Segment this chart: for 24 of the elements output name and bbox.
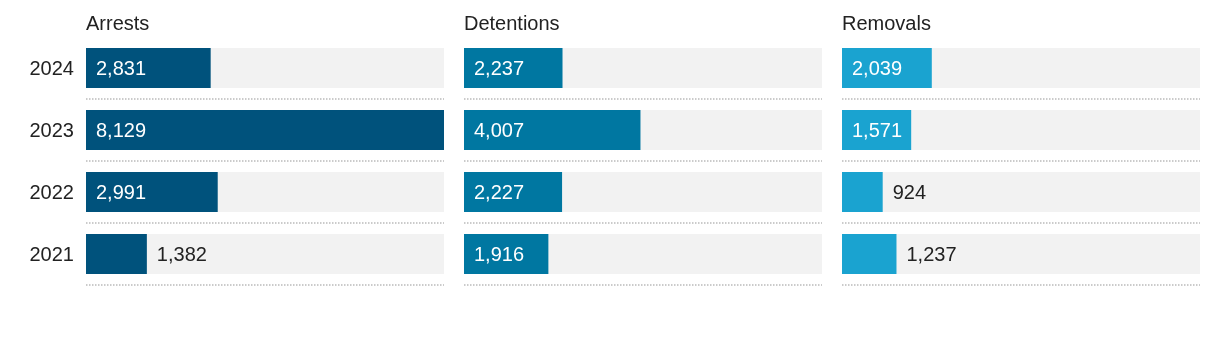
- data-label: 2,831: [96, 57, 147, 79]
- data-label: 1,916: [474, 243, 525, 265]
- bar: [842, 110, 912, 150]
- data-label: 2,237: [474, 57, 525, 79]
- bar: [86, 234, 147, 274]
- chart-title: Detentions: [464, 12, 560, 34]
- chart-title: Arrests: [86, 12, 150, 34]
- chart-title: Removals: [842, 12, 931, 34]
- bar: [842, 172, 883, 212]
- data-label: 4,007: [474, 119, 525, 141]
- y-tick-label: 2023: [29, 119, 74, 141]
- data-label: 924: [892, 181, 927, 203]
- data-label: 2,039: [852, 57, 903, 79]
- data-label: 2,227: [474, 181, 525, 203]
- y-tick-label: 2022: [29, 181, 74, 203]
- data-label: 1,571: [852, 119, 903, 141]
- bar: [842, 234, 897, 274]
- data-label: 1,237: [906, 243, 957, 265]
- data-label: 2,991: [96, 181, 147, 203]
- data-label: 1,382: [156, 243, 207, 265]
- bar: [464, 234, 549, 274]
- data-label: 8,129: [96, 119, 147, 141]
- y-tick-label: 2021: [29, 243, 74, 265]
- y-tick-label: 2024: [29, 57, 74, 79]
